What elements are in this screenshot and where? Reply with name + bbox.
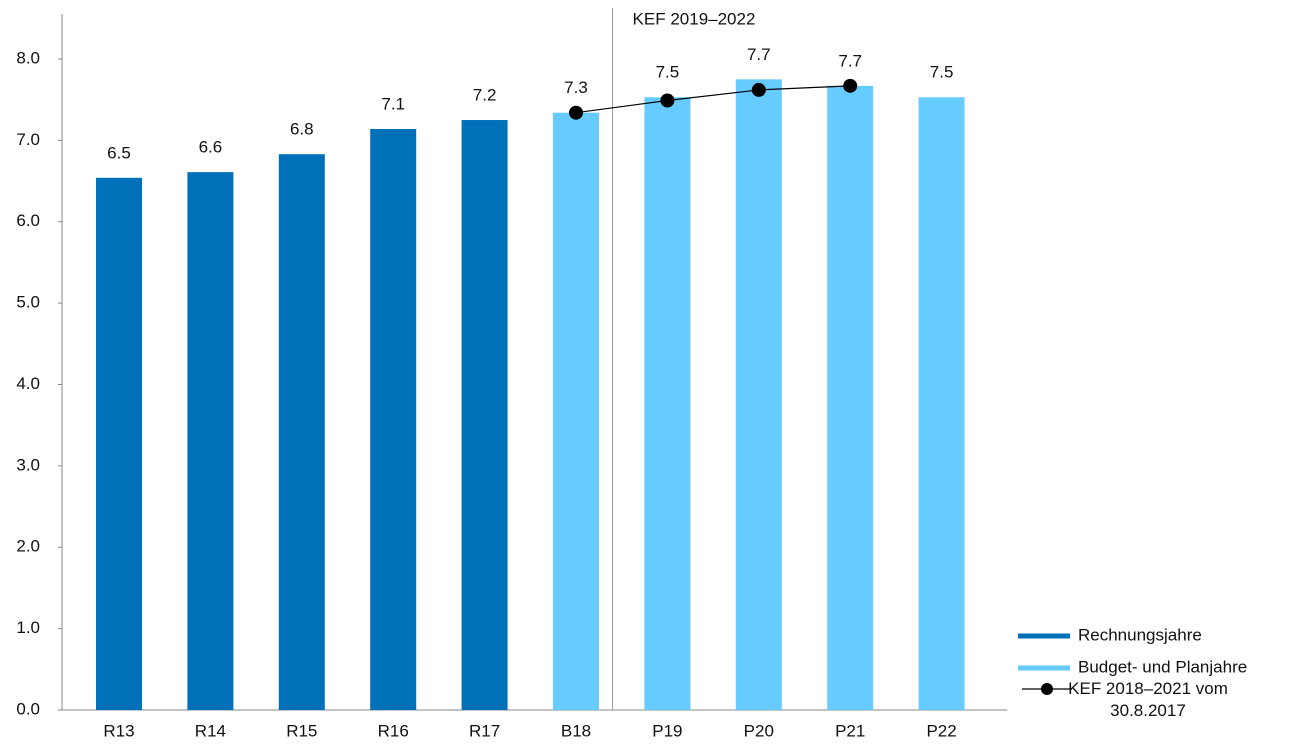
bar [96,177,142,710]
data-label: 7.1 [381,94,405,113]
bar [918,97,965,711]
y-tick-label: 5.0 [16,293,40,312]
x-tick-label: R14 [195,721,226,740]
x-tick-label: P19 [652,721,682,740]
legend-label: Rechnungsjahre [1078,625,1202,644]
data-label: 7.3 [564,78,588,97]
x-tick-label: P20 [744,721,774,740]
y-tick-label: 4.0 [16,374,40,393]
x-tick-label: R17 [469,721,500,740]
point [843,78,858,93]
bar [827,85,874,710]
x-tick-label: R13 [103,721,134,740]
legend-label: KEF 2018–2021 vom 30.8.2017 [1068,679,1228,720]
y-tick-label: 3.0 [16,455,40,474]
bar [553,112,599,710]
x-tick-label: P21 [835,721,865,740]
x-tick-label: R16 [378,721,409,740]
y-tick-label: 1.0 [16,618,40,637]
y-tick-label: 6.0 [16,211,40,230]
annotation: KEF 2019–2022 [633,9,756,28]
x-tick-label: B18 [561,721,591,740]
legend-label: Budget- und Planjahre [1078,657,1247,676]
data-label: 6.6 [199,138,223,157]
legend-swatch [1041,683,1053,695]
bar [187,172,234,710]
line [575,85,851,114]
y-tick-label: 8.0 [16,48,40,67]
data-label: 6.5 [107,143,131,162]
y-tick-label: 0.0 [16,699,40,718]
data-label: 7.5 [930,63,954,82]
data-label: 7.7 [838,51,862,70]
data-label: 7.7 [747,45,771,64]
point [660,93,675,108]
bar [370,128,417,711]
data-label: 7.2 [473,86,497,105]
data-label: 6.8 [290,120,314,139]
y-tick-label: 2.0 [16,537,40,556]
point [569,105,583,120]
y-tick-label: 7.0 [16,130,40,149]
data-label: 7.5 [656,63,680,82]
x-tick-label: R15 [286,721,317,740]
x-tick-label: P22 [926,721,956,740]
point [751,82,766,97]
bar [278,154,325,711]
bar [644,97,691,711]
bar [461,120,508,710]
bar [735,79,782,710]
